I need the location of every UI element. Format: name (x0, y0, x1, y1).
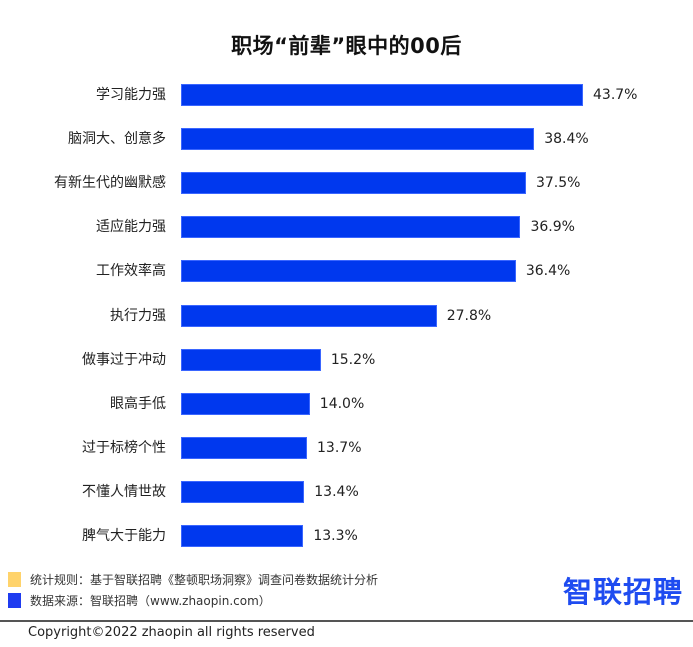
legend-swatch-blue (8, 593, 21, 608)
value-label: 15.2% (330, 351, 376, 368)
category-label: 执行力强 (110, 307, 166, 324)
category-label: 做事过于冲动 (82, 351, 166, 368)
category-label: 脾气大于能力 (82, 528, 166, 544)
copyright-text: Copyright©2022 zhaopin all rights reserv… (28, 625, 315, 640)
bar (181, 84, 583, 106)
category-label: 不懂人情世故 (82, 483, 166, 500)
bar-row: 学习能力强 43.7% (0, 73, 693, 117)
bar (181, 304, 437, 327)
value-label: 43.7% (593, 87, 638, 103)
category-label: 过于标榜个性 (82, 439, 166, 456)
bar (181, 260, 516, 283)
value-label: 27.8% (446, 307, 492, 324)
bar (181, 216, 521, 239)
value-label: 14.0% (319, 395, 365, 412)
footer-divider (0, 620, 693, 622)
category-label: 脑洞大、创意多 (68, 131, 166, 148)
bar (181, 392, 310, 415)
bar (181, 436, 308, 459)
bar (181, 348, 321, 371)
legend-label: 统计规则：基于智联招聘《整顿职场洞察》调查问卷数据统计分析 (30, 573, 379, 587)
legend-item-rule: 统计规则：基于智联招聘《整顿职场洞察》调查问卷数据统计分析 (8, 571, 378, 588)
value-label: 13.3% (313, 528, 358, 544)
value-label: 36.4% (525, 263, 571, 280)
value-label: 13.4% (314, 483, 359, 500)
category-label: 适应能力强 (96, 219, 166, 236)
bar-row: 适应能力强 36.9% (0, 205, 693, 249)
bar (181, 172, 526, 195)
value-label: 38.4% (544, 131, 589, 148)
bar-row: 执行力强 27.8% (0, 294, 693, 338)
category-label: 有新生代的幽默感 (54, 175, 166, 192)
legend-label: 数据来源：智联招聘（www.zhaopin.com） (30, 594, 271, 608)
legend-swatch-yellow (8, 572, 21, 587)
bar (181, 480, 305, 503)
value-label: 13.7% (317, 439, 362, 456)
bar (181, 128, 535, 151)
legend-item-source: 数据来源：智联招聘（www.zhaopin.com） (8, 592, 271, 609)
category-label: 工作效率高 (96, 263, 166, 280)
bar (181, 525, 304, 547)
category-label: 眼高手低 (110, 395, 166, 412)
value-label: 36.9% (530, 219, 575, 236)
bar-row: 脑洞大、创意多 38.4% (0, 117, 693, 161)
bar-row: 工作效率高 36.4% (0, 249, 693, 293)
bar-row: 做事过于冲动 15.2% (0, 338, 693, 382)
bar-row: 眼高手低 14.0% (0, 382, 693, 426)
value-label: 37.5% (535, 175, 581, 192)
bar-row: 脾气大于能力 13.3% (0, 514, 693, 558)
category-label: 学习能力强 (96, 87, 166, 103)
zhaopin-logo: 智联招聘 (563, 575, 684, 609)
chart-title: 职场“前辈”眼中的00后 (231, 34, 462, 58)
bar-row: 有新生代的幽默感 37.5% (0, 161, 693, 205)
bar-chart: 学习能力强 43.7% 脑洞大、创意多 38.4% 有新生代的幽默感 37.5% 适应能力强… (0, 73, 693, 553)
bar-row: 过于标榜个性 13.7% (0, 426, 693, 470)
bar-row: 不懂人情世故 13.4% (0, 470, 693, 514)
